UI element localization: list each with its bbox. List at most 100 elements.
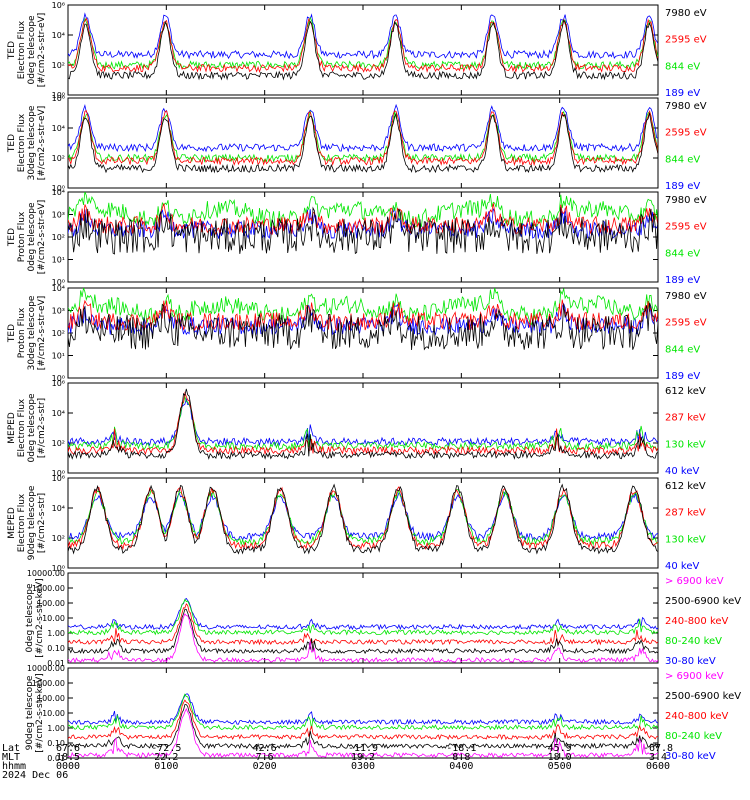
x-axis-value: 67.6 <box>56 743 80 754</box>
legend-entry: 189 eV <box>665 181 700 192</box>
legend-entry: 130 keV <box>665 439 706 450</box>
y-axis-label-line: 90deg telescope <box>25 675 35 750</box>
series-trace <box>68 598 658 636</box>
series-trace <box>68 19 658 81</box>
x-axis-value: 0200 <box>253 761 277 772</box>
y-axis-label: 90deg telescope [#/cm2-s-str-keV] <box>25 673 45 752</box>
x-axis-value: 45.9 <box>548 743 572 754</box>
series-trace <box>68 483 658 555</box>
series-trace <box>68 206 658 255</box>
x-axis-value: -72.5 <box>151 743 181 754</box>
panel-6: 10⁰ 10² 10⁴ 10⁶ MEPED Electron Flux 90deg tele… <box>7 474 706 573</box>
series-trace <box>68 693 658 731</box>
series-group <box>68 483 658 555</box>
x-axis-value: 0000 <box>56 761 80 772</box>
legend-entry: 30-80 keV <box>665 656 716 667</box>
panel-frame <box>67 477 659 569</box>
y-axis-label-line: 30deg telescope <box>27 295 37 370</box>
panel-frame <box>67 572 659 664</box>
legend-entry: 2595 eV <box>665 318 707 329</box>
y-tick-label: 0.10 <box>47 739 65 748</box>
x-axis-value: 0600 <box>646 761 670 772</box>
y-tick-label: 0.01 <box>47 754 65 763</box>
legend-entry: 844 eV <box>665 61 700 72</box>
y-tick-label: 10⁶ <box>52 474 65 483</box>
y-axis-label-line: 0deg telescope <box>27 15 37 85</box>
legend-entry: 80-240 keV <box>665 636 722 647</box>
series-trace <box>68 704 658 750</box>
x-axis-row-label: hhmm <box>2 761 26 772</box>
y-tick-label: 10¹ <box>52 256 65 265</box>
y-axis-label: MEPED Electron Flux 90deg telescope [#/cm2-… <box>7 485 47 560</box>
series-trace <box>68 613 658 663</box>
y-tick-label: 10¹ <box>52 352 65 361</box>
panel-5: 10⁰ 10² 10⁴ 10⁶ MEPED Electron Flux 0deg teles… <box>7 379 706 478</box>
x-axis-value: 3.4 <box>649 752 667 763</box>
legend-entry: 130 keV <box>665 534 706 545</box>
y-tick-label: 10⁶ <box>52 379 65 388</box>
x-axis-value: 0100 <box>154 761 178 772</box>
y-axis-label-line: Electron Flux <box>17 398 27 457</box>
x-axis-value: 0400 <box>449 761 473 772</box>
y-tick-label: 10² <box>52 534 65 543</box>
y-axis-label-line: Electron Flux <box>17 493 27 552</box>
panel-frame <box>67 382 659 474</box>
y-tick-label: 100.00 <box>37 694 65 703</box>
y-tick-label: 10⁴ <box>52 31 65 40</box>
panel-frame <box>67 97 659 189</box>
y-tick-label: 10.00 <box>42 709 65 718</box>
y-axis-label-line: [#/cm2-s-str-eV] <box>37 106 47 181</box>
series-group <box>68 597 658 663</box>
y-tick-label: 10⁰ <box>52 278 65 287</box>
y-tick-label: 100.00 <box>37 599 65 608</box>
legend-entry: 844 eV <box>665 154 700 165</box>
legend-entry: 2595 eV <box>665 35 707 46</box>
y-axis-label-line: 90deg telescope <box>27 485 37 560</box>
y-axis-label-line: [#/cm2-s-str] <box>37 398 47 458</box>
y-tick-label: 10⁰ <box>52 469 65 478</box>
y-tick-label: 10⁰ <box>52 564 65 573</box>
x-axis-value: 0300 <box>351 761 375 772</box>
y-axis-label-line: [#/cm2-s-str-keV] <box>35 673 45 752</box>
y-tick-label: 10⁴ <box>52 409 65 418</box>
panel-1: 10⁰ 10² 10⁴ 10⁶ TED Electron Flux 0deg telesco… <box>7 1 707 100</box>
legend-entry: 40 keV <box>665 466 699 477</box>
series-trace <box>68 486 658 551</box>
legend-entry: 844 eV <box>665 344 700 355</box>
y-axis-label: TED Proton Flux 30deg telescope [#/cm2-s-st… <box>7 295 47 370</box>
x-axis-value: 18.0 <box>548 752 572 763</box>
legend-entry: 2500-6900 keV <box>665 691 741 702</box>
y-axis-label-line: 30deg telescope <box>27 105 37 180</box>
legend-entry: 7980 eV <box>665 291 707 302</box>
y-axis-label-line: [#/cm2-s-str-eV] <box>37 296 47 371</box>
series-group <box>68 103 658 174</box>
y-axis-label-line: TED <box>7 228 17 247</box>
legend-entry: 240-800 keV <box>665 711 729 722</box>
x-axis-row-label: Lat <box>2 743 20 754</box>
panel-2: 10⁰ 10² 10⁴ 10⁶ TED Electron Flux 30deg telesc… <box>7 94 707 193</box>
y-tick-label: 1.00 <box>47 724 65 733</box>
y-tick-label: 10² <box>52 329 65 338</box>
y-tick-label: 10⁴ <box>52 284 65 293</box>
series-group <box>68 693 658 758</box>
legend-entry: 7980 eV <box>665 101 707 112</box>
y-axis-label-line: TED <box>7 134 17 153</box>
y-axis-label-line: [#/cm2-s-str] <box>37 493 47 553</box>
legend-entry: 287 keV <box>665 413 706 424</box>
legend-entry: 612 keV <box>665 481 706 492</box>
series-trace <box>68 608 658 655</box>
y-tick-label: 10000.00 <box>27 664 65 673</box>
y-tick-label: 1000.00 <box>32 584 65 593</box>
y-tick-label: 10³ <box>52 307 65 316</box>
y-tick-label: 10² <box>52 154 65 163</box>
x-axis-value: 22.2 <box>154 752 178 763</box>
y-axis-label-line: MEPED <box>7 412 17 444</box>
y-tick-label: 10.00 <box>42 614 65 623</box>
series-trace <box>68 699 658 741</box>
legend-entry: 189 eV <box>665 88 700 99</box>
x-axis-value: 0500 <box>548 761 572 772</box>
x-axis-table: Lat 67.6 -72.5 42.6 -11.9 -18.1 45.9 -67.8 MLT 18… <box>2 743 673 781</box>
legend-entry: 80-240 keV <box>665 731 722 742</box>
series-trace <box>68 707 658 758</box>
